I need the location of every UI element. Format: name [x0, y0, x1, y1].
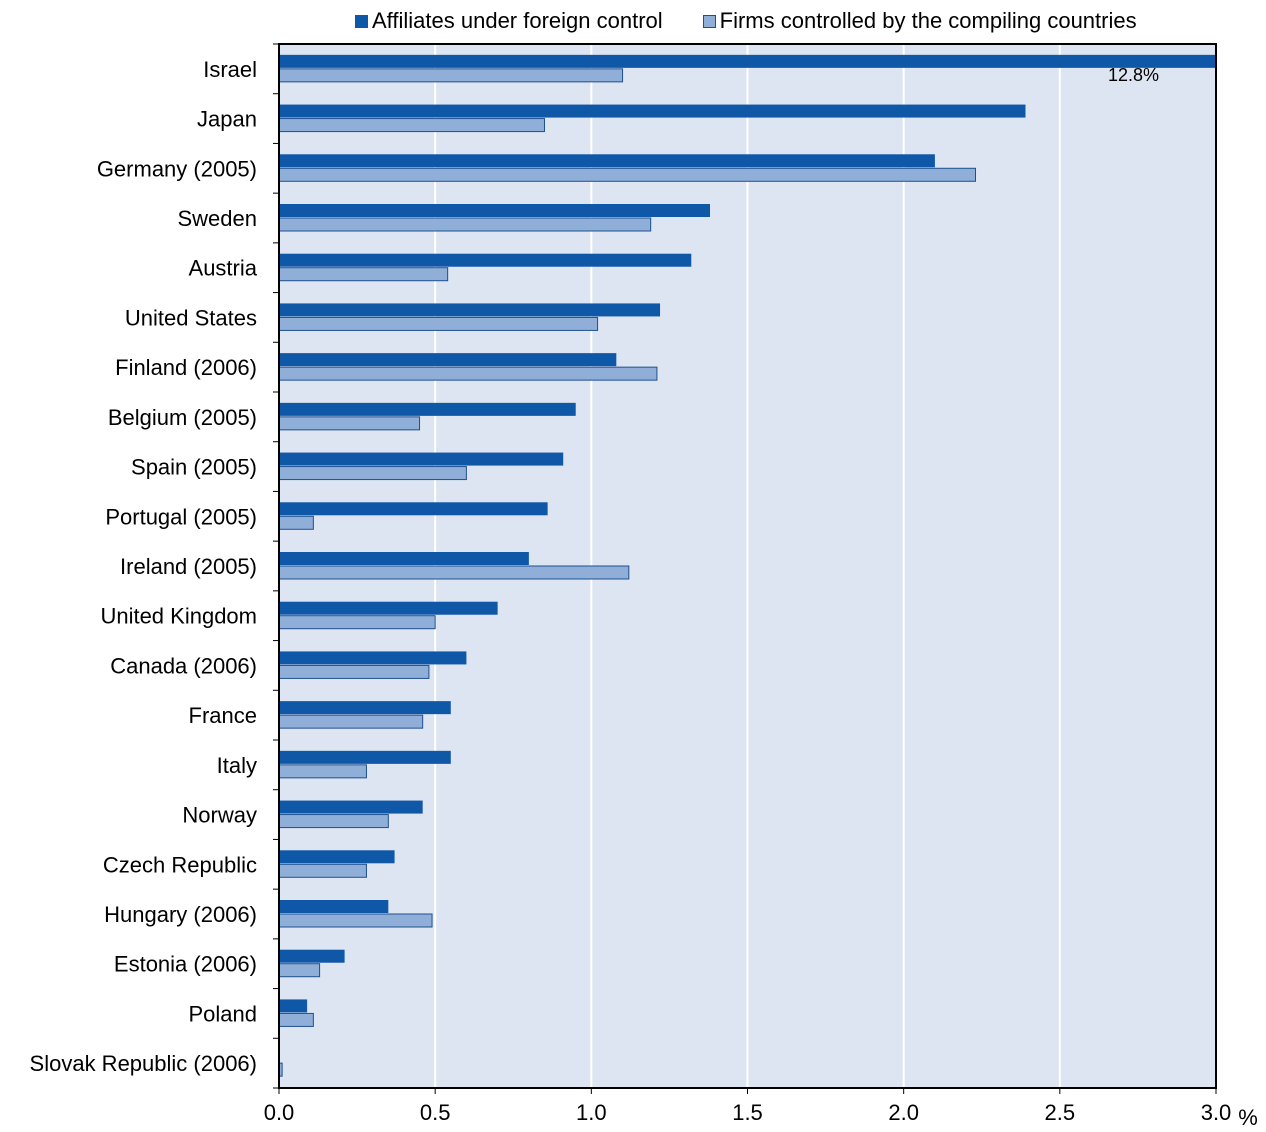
bar-affiliates-foreign: [279, 253, 692, 267]
y-category-label: Finland (2006): [115, 355, 257, 380]
bar-firms-compiling: [278, 913, 433, 928]
y-category-label: Norway: [182, 803, 257, 828]
x-tick-label: 0.5: [420, 1100, 451, 1125]
y-category-label: Canada (2006): [110, 653, 257, 678]
bar-affiliates-foreign: [279, 303, 661, 317]
bar-affiliates-foreign: [279, 154, 935, 168]
bar-affiliates-foreign: [279, 701, 451, 715]
legend-item-domestic: Firms controlled by the compiling countr…: [702, 8, 1137, 34]
y-category-label: Spain (2005): [131, 455, 257, 480]
x-tick-label: 3.0: [1201, 1100, 1232, 1125]
y-category-label: Portugal (2005): [105, 504, 257, 529]
bar-firms-compiling: [278, 814, 389, 829]
y-category-label: Hungary (2006): [104, 902, 257, 927]
bar-affiliates-foreign: [279, 552, 529, 565]
x-tick-label: 1.0: [576, 1100, 607, 1125]
x-tick-label: 2.0: [888, 1100, 919, 1125]
plot-border: [278, 43, 1217, 1089]
annotation-value-label: 12.8%: [1108, 65, 1159, 85]
bar-affiliates-foreign: [279, 900, 389, 913]
y-category-label: Belgium (2005): [108, 405, 257, 430]
bar-firms-compiling: [278, 68, 624, 83]
legend-item-foreign: Affiliates under foreign control: [355, 8, 663, 34]
y-category-label: Poland: [188, 1001, 257, 1026]
y-category-label: Germany (2005): [97, 156, 257, 181]
bar-affiliates-foreign: [279, 651, 467, 665]
legend-swatch-foreign: [355, 14, 368, 28]
x-tick-label: 2.5: [1045, 1100, 1076, 1125]
y-category-label: Italy: [217, 753, 257, 778]
bar-affiliates-foreign: [279, 601, 498, 615]
bar-affiliates-foreign: [279, 54, 1216, 68]
legend-label-domestic: Firms controlled by the compiling countr…: [719, 8, 1137, 33]
bar-firms-compiling: [278, 764, 367, 779]
bar-firms-compiling: [278, 714, 424, 729]
y-category-label: Israel: [203, 57, 257, 82]
y-category-label: Sweden: [177, 206, 257, 231]
bar-firms-compiling: [278, 963, 321, 978]
y-category-label: Slovak Republic (2006): [30, 1051, 257, 1076]
legend: Affiliates under foreign control Firms c…: [355, 8, 1177, 34]
bar-firms-compiling: [278, 615, 436, 630]
y-category-label: United Kingdom: [100, 604, 257, 629]
bar-affiliates-foreign: [279, 104, 1026, 118]
y-category-label: Japan: [197, 107, 257, 132]
y-category-label: Czech Republic: [103, 852, 257, 877]
bar-affiliates-foreign: [279, 999, 308, 1013]
bar-firms-compiling: [278, 118, 545, 133]
bar-firms-compiling: [278, 515, 314, 530]
bar-firms-compiling: [278, 863, 367, 878]
bar-firms-compiling: [278, 316, 599, 331]
legend-label-foreign: Affiliates under foreign control: [372, 8, 663, 33]
bar-affiliates-foreign: [279, 204, 711, 217]
bar-affiliates-foreign: [279, 949, 345, 963]
y-category-label: Ireland (2005): [120, 554, 257, 579]
x-unit-label: %: [1238, 1105, 1258, 1130]
bar-affiliates-foreign: [279, 800, 423, 814]
x-tick-label: 0.0: [264, 1100, 295, 1125]
bar-firms-compiling: [278, 416, 421, 431]
bar-affiliates-foreign: [279, 502, 548, 516]
y-category-label: Estonia (2006): [114, 952, 257, 977]
y-category-label: Austria: [189, 256, 258, 281]
bar-firms-compiling: [278, 466, 467, 481]
bar-firms-compiling: [278, 167, 977, 182]
bar-firms-compiling: [278, 267, 449, 282]
bar-affiliates-foreign: [279, 353, 617, 367]
bar-affiliates-foreign: [279, 402, 576, 416]
y-category-label: United States: [125, 305, 257, 330]
bar-affiliates-foreign: [279, 452, 564, 466]
x-tick-label: 1.5: [732, 1100, 763, 1125]
bar-firms-compiling: [278, 366, 658, 381]
bar-firms-compiling: [278, 1012, 314, 1027]
bar-firms-compiling: [278, 565, 630, 580]
bar-firms-compiling: [278, 217, 652, 232]
bar-affiliates-foreign: [279, 750, 451, 764]
bar-affiliates-foreign: [279, 850, 395, 864]
bar-firms-compiling: [278, 664, 430, 679]
y-category-label: France: [189, 703, 257, 728]
legend-swatch-domestic: [702, 14, 716, 28]
